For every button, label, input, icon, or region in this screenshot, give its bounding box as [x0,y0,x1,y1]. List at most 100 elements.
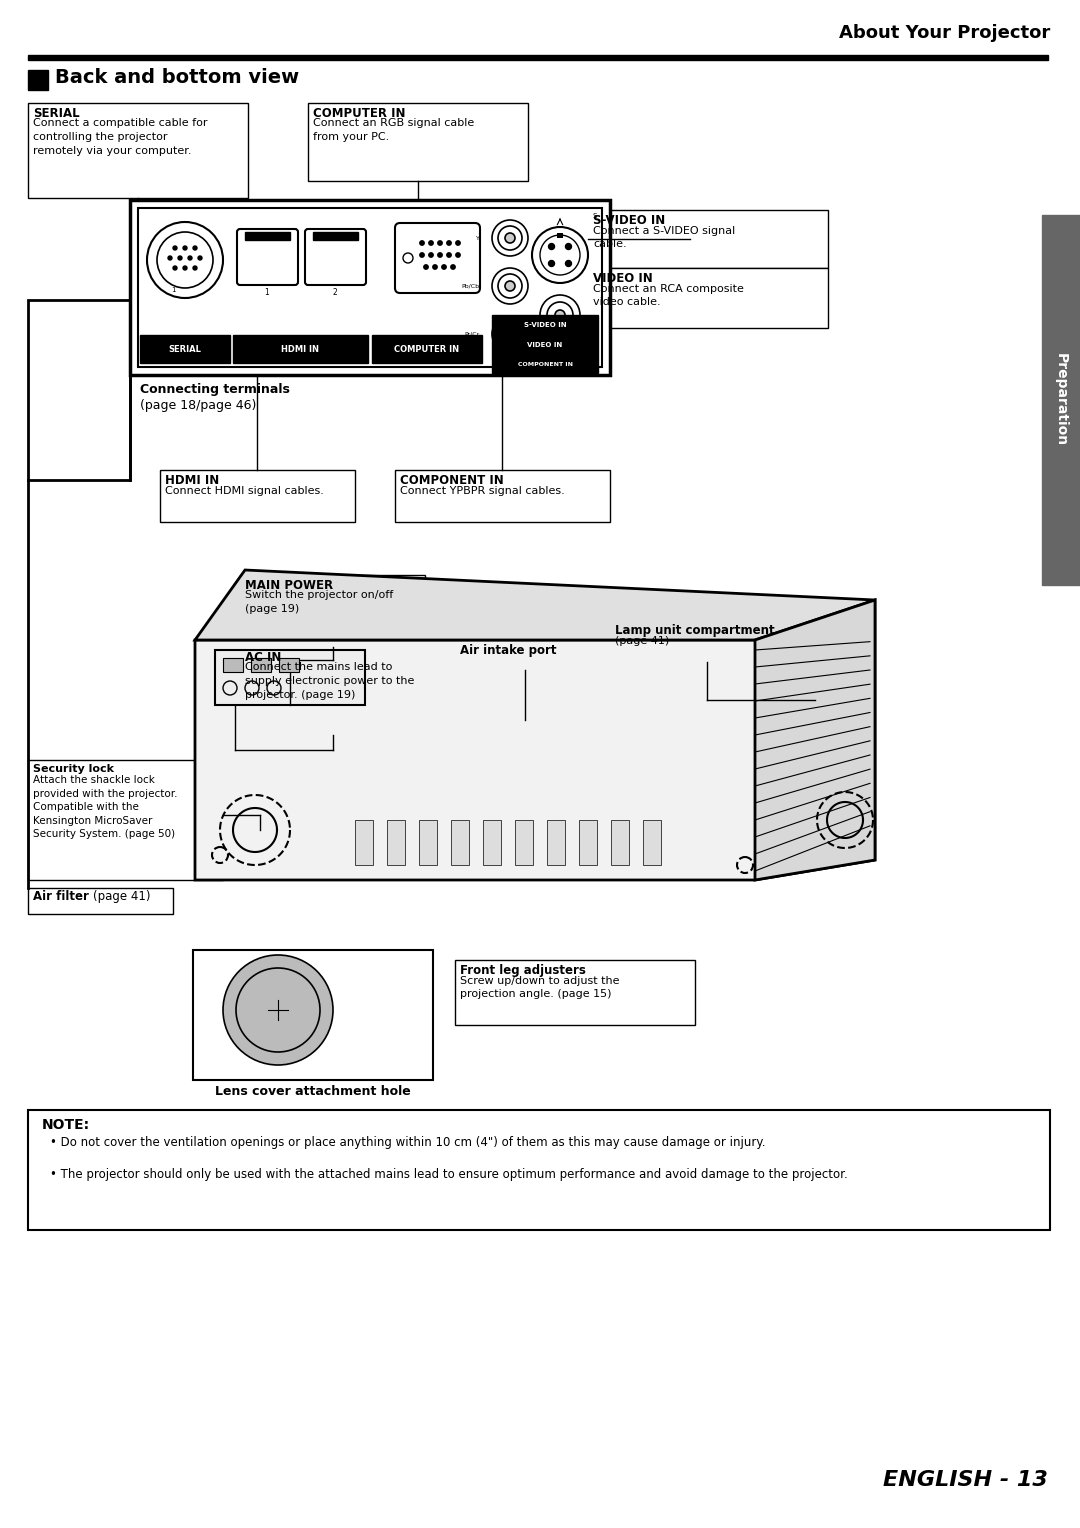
Circle shape [566,243,571,249]
Text: Preparation: Preparation [1054,353,1068,446]
Text: COMPONENT IN: COMPONENT IN [517,362,572,367]
Text: COMPONENT IN: COMPONENT IN [400,474,503,487]
Text: Connect YPBPR signal cables.: Connect YPBPR signal cables. [400,486,565,495]
Bar [233,335,368,364]
Bar [492,335,598,354]
Circle shape [549,243,554,249]
Bar [160,471,355,523]
Polygon shape [195,570,875,640]
Text: Connect the mains lead to
supply electronic power to the
projector. (page 19): Connect the mains lead to supply electro… [245,663,415,700]
Circle shape [249,983,306,1038]
Text: Attach the shackle lock
provided with the projector.
Compatible with the
Kensing: Attach the shackle lock provided with th… [33,775,177,839]
Text: ENGLISH - 13: ENGLISH - 13 [883,1470,1048,1490]
Bar [28,102,248,199]
Text: Connect a S-VIDEO signal
cable.: Connect a S-VIDEO signal cable. [593,226,735,249]
Text: Air filter: Air filter [33,889,89,903]
FancyBboxPatch shape [395,223,480,293]
Text: Front leg adjusters: Front leg adjusters [460,964,585,976]
Circle shape [178,257,183,260]
Bar [395,471,610,523]
Bar [28,888,173,914]
Text: 1: 1 [265,287,269,296]
Polygon shape [755,601,875,880]
Text: VIDEO IN: VIDEO IN [527,342,563,348]
Circle shape [429,241,433,244]
Text: Connect HDMI signal cables.: Connect HDMI signal cables. [165,486,324,495]
Text: Lens cover attachment hole: Lens cover attachment hole [215,1085,410,1099]
Bar [579,821,597,865]
Bar [588,267,828,329]
Text: Y: Y [476,235,480,240]
FancyBboxPatch shape [305,229,366,286]
Circle shape [555,310,565,319]
Bar [492,315,598,335]
Bar [372,335,482,364]
Bar [308,102,528,180]
Text: 1: 1 [171,287,175,293]
Text: AC IN: AC IN [245,651,282,665]
FancyBboxPatch shape [237,229,298,286]
Text: Connecting terminals: Connecting terminals [140,384,289,396]
Text: Connect an RGB signal cable
from your PC.: Connect an RGB signal cable from your PC… [313,119,474,142]
Text: • Do not cover the ventilation openings or place anything within 10 cm (4") of t: • Do not cover the ventilation openings … [50,1135,766,1149]
Bar [451,821,469,865]
Circle shape [193,266,197,270]
Bar [313,232,357,240]
Bar [240,575,426,646]
Text: Back and bottom view: Back and bottom view [55,69,299,87]
Circle shape [549,260,554,266]
Bar [28,299,130,480]
Bar [138,208,602,367]
Text: Security lock: Security lock [33,764,114,775]
Text: (page 41): (page 41) [93,889,150,903]
Bar [251,659,271,672]
Bar [28,55,1048,60]
Circle shape [222,955,333,1065]
Text: S-VIDEO IN: S-VIDEO IN [524,322,566,329]
Text: COMPUTER IN: COMPUTER IN [313,107,405,121]
Circle shape [442,264,446,269]
Bar [610,620,805,662]
Text: NOTE:: NOTE: [42,1118,90,1132]
Text: HDMI IN: HDMI IN [281,344,319,353]
Bar [387,821,405,865]
Circle shape [437,252,442,257]
Circle shape [505,232,515,243]
Text: • The projector should only be used with the attached mains lead to ensure optim: • The projector should only be used with… [50,1167,848,1181]
Circle shape [505,329,515,339]
Bar [1042,215,1080,585]
Bar [140,335,230,364]
Text: About Your Projector: About Your Projector [839,24,1050,41]
Circle shape [423,264,428,269]
Circle shape [268,999,288,1021]
Bar [492,354,598,373]
Text: SERIAL: SERIAL [33,107,80,121]
Circle shape [168,257,172,260]
Text: Pr/Cr: Pr/Cr [464,332,480,336]
Bar [355,821,373,865]
Circle shape [505,281,515,290]
Circle shape [198,257,202,260]
Circle shape [450,264,455,269]
Bar [483,821,501,865]
Text: (page 41): (page 41) [615,636,670,645]
Text: S: S [593,212,597,219]
Bar [643,821,661,865]
Text: S-VIDEO IN: S-VIDEO IN [593,214,665,228]
Text: Lamp unit compartment: Lamp unit compartment [615,623,774,637]
Bar [193,950,433,1080]
Text: HDMI IN: HDMI IN [165,474,219,487]
Bar [455,960,696,1025]
Bar [546,821,565,865]
Bar [245,232,291,240]
Bar [222,659,243,672]
Circle shape [183,246,187,251]
Bar [28,1109,1050,1230]
Circle shape [456,241,460,244]
Bar [557,232,563,238]
Circle shape [433,264,437,269]
Bar [588,209,828,267]
Circle shape [188,257,192,260]
Bar [515,821,534,865]
Bar [419,821,437,865]
